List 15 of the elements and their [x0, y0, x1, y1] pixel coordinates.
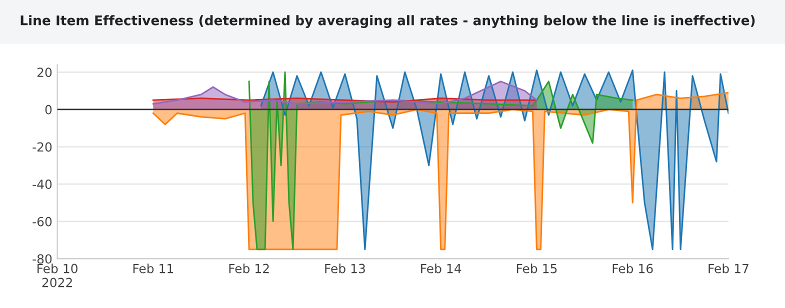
y-tick-label: -40 [32, 180, 52, 190]
x-tick-label: Feb 12 [229, 264, 269, 274]
x-tick-label: Feb 11 [133, 264, 174, 274]
y-tick-label: -60 [32, 216, 52, 226]
y-tick-label: 20 [37, 68, 52, 78]
x-tick-label: Feb 10 2022 [38, 264, 78, 288]
chart-title: Line Item Effectiveness (determined by averaging all rates - anything below the line is ineffective) [20, 15, 755, 28]
x-tick-label: Feb 14 [421, 264, 462, 274]
x-tick-label: Feb 13 [325, 264, 365, 274]
y-tick-label: -20 [32, 142, 52, 152]
y-tick-label: 0 [45, 104, 52, 114]
x-tick-label: Feb 16 [612, 264, 653, 274]
y-tick-label: -80 [32, 254, 52, 264]
x-tick-label: Feb 15 [516, 264, 557, 274]
x-tick-label: Feb 17 [708, 264, 748, 274]
